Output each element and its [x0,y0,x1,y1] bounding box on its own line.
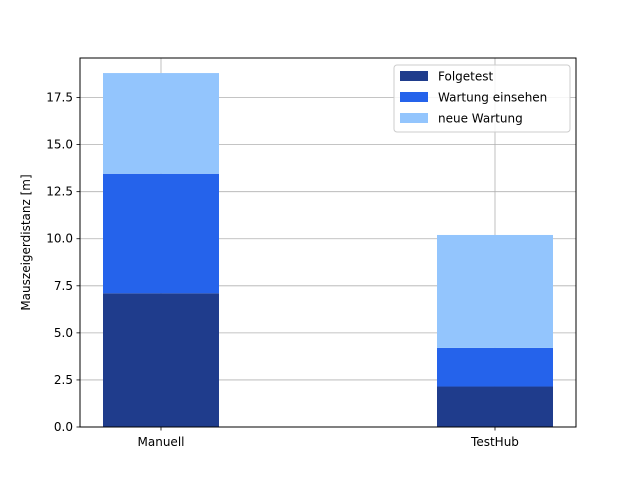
bar-folgetest-manuell [103,293,219,427]
y-axis: 0.0 2.5 5.0 7.5 10.0 12.5 15.0 17.5 [46,91,80,434]
y-tick-label: 5.0 [54,326,73,340]
legend-label: Wartung einsehen [438,91,547,105]
y-axis-label: Mauszeigerdistanz [m] [19,174,33,310]
y-tick-label: 17.5 [46,91,73,105]
legend-swatch [400,113,428,123]
legend-label: neue Wartung [438,112,523,126]
y-tick-label: 0.0 [54,420,73,434]
legend-swatch [400,71,428,81]
bar-wartung-einsehen-testhub [437,347,553,387]
x-axis: Manuell TestHub [138,427,519,449]
bars [103,73,553,427]
plot-frame [79,57,577,428]
legend-swatch [400,92,428,102]
y-tick-label: 2.5 [54,373,73,387]
bar-wartung-einsehen-manuell [103,173,219,294]
x-tick-label: TestHub [470,435,519,449]
bar-neue-wartung-manuell [103,73,219,174]
y-tick-label: 7.5 [54,279,73,293]
y-tick-label: 15.0 [46,138,73,152]
x-tick-label: Manuell [138,435,185,449]
legend-box [393,64,571,133]
legend: Folgetest Wartung einsehen neue Wartung [393,64,571,133]
legend-label: Folgetest [438,70,493,84]
bar-folgetest-testhub [437,386,553,427]
bar-neue-wartung-testhub [437,234,553,348]
y-tick-label: 10.0 [46,232,73,246]
y-tick-label: 12.5 [46,185,73,199]
